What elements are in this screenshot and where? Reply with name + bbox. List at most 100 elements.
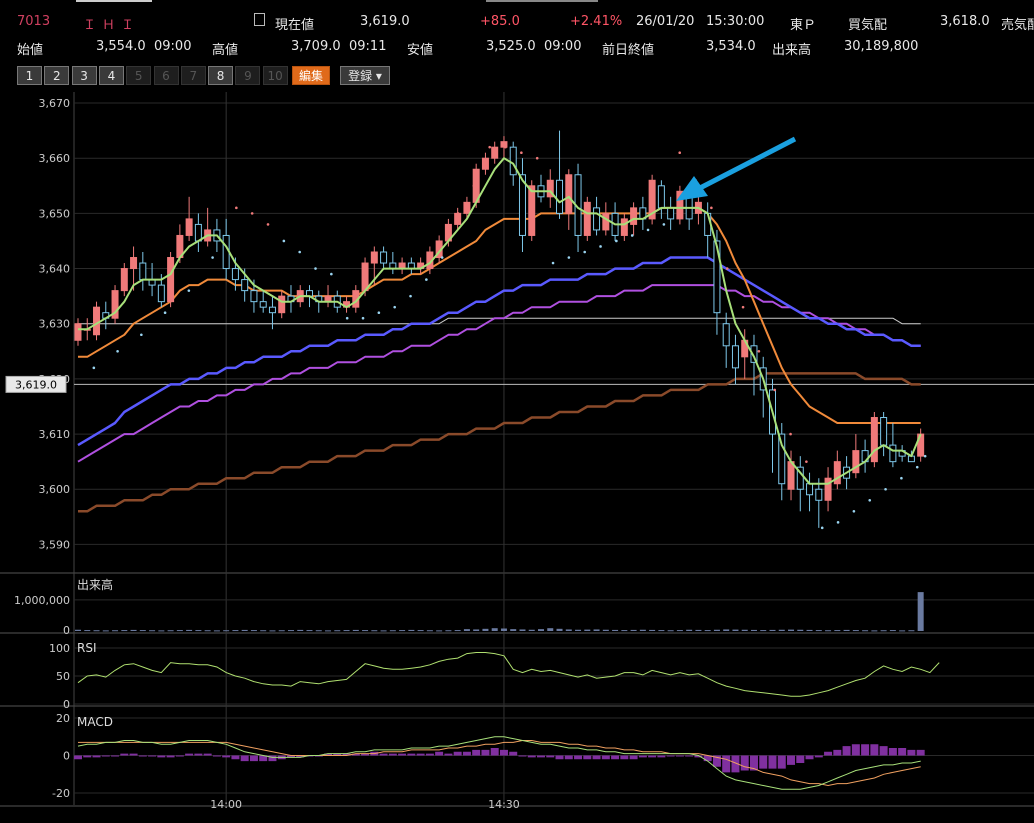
volume-bar (297, 629, 304, 631)
macd-hist-bar (490, 748, 499, 756)
rsi-tick-label: 100 (49, 642, 70, 655)
register-dropdown[interactable]: 登録 ▾ (340, 66, 390, 85)
psar-dot (820, 526, 824, 530)
macd-hist-bar (268, 755, 277, 762)
psar-dot (678, 151, 682, 154)
volume-bar (473, 629, 480, 631)
psar-dot (409, 294, 412, 298)
volume-bar (454, 630, 461, 632)
volume-bar (223, 630, 230, 632)
ma-brown-line (78, 372, 921, 513)
macd-hist-bar (472, 749, 481, 756)
period-button-9: 9 (235, 66, 261, 85)
psar-dot (852, 510, 856, 513)
macd-hist-bar (601, 755, 610, 760)
macd-hist-bar (351, 753, 360, 756)
psar-dot (282, 239, 286, 243)
volume-bar (880, 630, 887, 632)
macd-hist-bar (249, 755, 258, 762)
macd-hist-bar (175, 755, 184, 757)
macd-panel-title: MACD (77, 715, 113, 729)
candle (806, 483, 814, 496)
candle (463, 201, 471, 214)
candle (93, 306, 101, 336)
psar-dot (472, 184, 476, 188)
macd-hist-bar (259, 755, 268, 762)
low-time: 09:00 (544, 39, 582, 54)
stock-name: ＩＨＩ (83, 18, 141, 33)
bid-value: 3,618.0 (940, 14, 990, 29)
period-button-8[interactable]: 8 (208, 66, 234, 85)
macd-hist-bar (740, 755, 749, 771)
macd-hist-bar (675, 755, 684, 757)
y-tick-label: 3,640 (39, 263, 71, 276)
volume-bar (399, 630, 406, 632)
macd-hist-bar (888, 748, 897, 756)
volume-bar (121, 630, 128, 632)
volume-bar (213, 630, 220, 632)
period-button-2[interactable]: 2 (44, 66, 70, 85)
period-button-4[interactable]: 4 (98, 66, 124, 85)
candle (491, 146, 499, 159)
psar-dot (630, 234, 634, 237)
macd-hist-bar (111, 755, 120, 757)
volume-bar (593, 629, 600, 631)
candle (546, 179, 554, 198)
volume-bar (630, 629, 637, 631)
macd-hist-bar (722, 755, 731, 773)
ma-purple-line (77, 284, 921, 463)
psar-dot (488, 145, 491, 149)
volume-bar (130, 629, 137, 631)
edit-button[interactable]: 編集 (292, 66, 330, 85)
psar-dot (456, 212, 460, 215)
volume-value: 30,189,800 (844, 39, 919, 54)
document-icon[interactable] (254, 13, 265, 26)
psar-dot (646, 228, 650, 232)
macd-hist-bar (759, 755, 768, 769)
psar-dot (211, 256, 214, 259)
macd-hist-bar (629, 755, 638, 760)
open-time: 09:00 (154, 39, 192, 54)
macd-hist-bar (509, 751, 518, 756)
macd-line (77, 736, 921, 790)
candle (620, 218, 628, 236)
macd-hist-bar (685, 755, 694, 757)
candle (259, 301, 267, 308)
macd-hist-bar (518, 755, 527, 757)
candle (278, 295, 286, 314)
psar-dot (725, 267, 729, 270)
volume-bar (695, 629, 702, 631)
candle (713, 240, 721, 314)
macd-tick-label: 0 (63, 750, 70, 763)
macd-hist-bar (333, 753, 342, 756)
volume-bar (658, 630, 665, 632)
candle (361, 262, 369, 292)
macd-hist-bar (749, 755, 758, 771)
period-button-3[interactable]: 3 (71, 66, 97, 85)
quote-date: 26/01/20 (636, 14, 695, 29)
y-tick-label: 3,590 (39, 538, 71, 551)
prev-close-label: 前日終値 (602, 43, 655, 58)
volume-bar (649, 629, 656, 631)
volume-bar (389, 630, 396, 632)
rsi-tick-label: 50 (56, 670, 70, 683)
candle (870, 417, 878, 463)
y-tick-label: 3,610 (39, 428, 71, 441)
psar-dot (710, 206, 713, 210)
high-value: 3,709.0 (291, 39, 341, 54)
macd-hist-bar (870, 744, 879, 756)
x-tick-label: 14:00 (210, 798, 242, 811)
volume-bar (436, 630, 443, 632)
current-price-tag: 3,619.0 (15, 378, 57, 391)
high-time: 09:11 (349, 39, 387, 54)
candle (593, 207, 601, 231)
volume-bar (241, 629, 248, 631)
volume-bar (806, 629, 813, 631)
volume-bar (575, 629, 582, 631)
period-button-1[interactable]: 1 (17, 66, 42, 85)
volume-bar (84, 630, 91, 632)
volume-bar (713, 629, 720, 631)
macd-hist-bar (907, 749, 916, 756)
candle (815, 488, 823, 501)
